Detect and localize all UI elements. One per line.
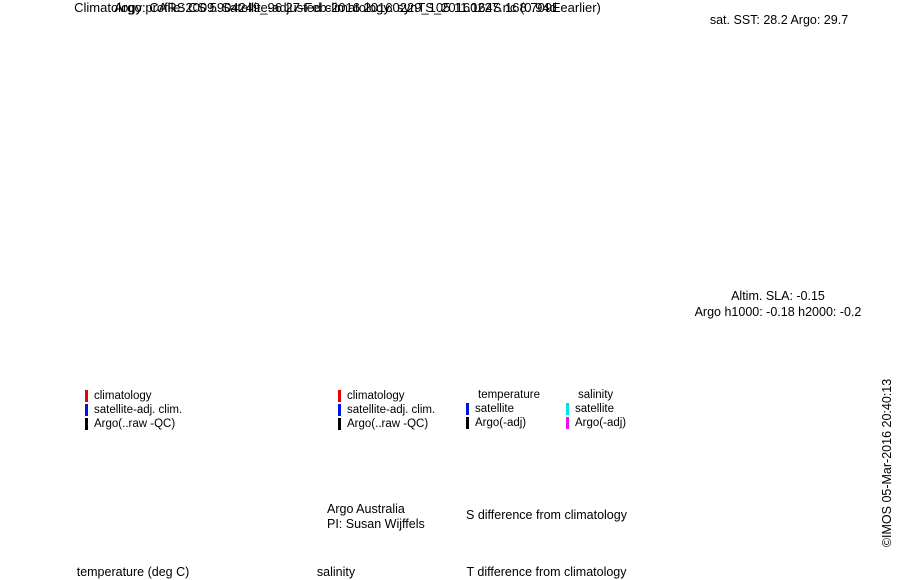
copyright-stamp: ©IMOS 05-Mar-2016 20:40:13 [880, 378, 894, 548]
sla-map-title-line2: Argo h1000: -0.18 h2000: -0.2 [694, 305, 862, 319]
legend-item-t-argo: Argo(-adj) [466, 416, 540, 430]
temperature-legend: climatology satellite-adj. clim. Argo(..… [85, 389, 182, 431]
legend-label: satellite [475, 403, 514, 415]
sst-map [678, 33, 880, 268]
argo-line-swatch [85, 418, 88, 430]
satellite-line-swatch [338, 404, 341, 416]
argo-line-swatch [466, 417, 469, 429]
legend-label: satellite-adj. clim. [347, 404, 436, 416]
legend-label: satellite [575, 403, 614, 415]
legend-label: Argo(..raw -QC) [94, 418, 176, 430]
legend-label: climatology [94, 390, 152, 402]
legend-header-salinity: salinity [578, 389, 614, 401]
s-difference-axis-label: S difference from climatology [466, 508, 627, 522]
legend-item-s-argo: Argo(-adj) [566, 416, 626, 430]
temperature-axis-label: temperature (deg C) [76, 565, 190, 579]
legend-label: Argo(-adj) [575, 417, 627, 429]
t-difference-legend: temperature satellite Argo(-adj) [466, 388, 540, 430]
climatology-line-swatch [338, 390, 341, 402]
sla-map [678, 323, 878, 557]
legend-item-s-satellite: satellite [566, 402, 626, 416]
legend-item-climatology: climatology [338, 389, 435, 403]
climatology-line-swatch [85, 390, 88, 402]
s-difference-legend: salinity satellite Argo(-adj) [566, 388, 626, 430]
legend-item-satellite-clim: satellite-adj. clim. [85, 403, 182, 417]
legend-item-argo: Argo(..raw -QC) [338, 417, 435, 431]
sla-map-title-line1: Altim. SLA: -0.15 [731, 289, 825, 303]
legend-item-climatology: climatology [85, 389, 182, 403]
legend-item-argo: Argo(..raw -QC) [85, 417, 182, 431]
satellite-line-swatch [85, 404, 88, 416]
sst-map-title: sat. SST: 28.2 Argo: 29.7 [709, 13, 849, 27]
s-argo-line-swatch [566, 417, 569, 429]
legend-label: satellite-adj. clim. [94, 404, 183, 416]
attribution-note: Argo Australia PI: Susan Wijffels [327, 502, 425, 532]
legend-item-t-satellite: satellite [466, 402, 540, 416]
page-title: Argo profile: CS 5904249_96 27-Feb-2016 … [114, 0, 561, 15]
satellite-line-swatch [466, 403, 469, 415]
salinity-axis-label: salinity [316, 565, 356, 579]
legend-label: Argo(..raw -QC) [347, 418, 429, 430]
t-difference-axis-label: T difference from climatology [466, 565, 627, 579]
legend-item-satellite-clim: satellite-adj. clim. [338, 403, 435, 417]
page-subtitle: Climatology: CARS2009. Satellite-adjuste… [74, 0, 601, 15]
legend-label: climatology [347, 390, 405, 402]
attribution-line: PI: Susan Wijffels [327, 517, 425, 531]
argo-line-swatch [338, 418, 341, 430]
s-satellite-line-swatch [566, 403, 569, 415]
attribution-line: Argo Australia [327, 502, 405, 516]
legend-label: Argo(-adj) [475, 417, 527, 429]
legend-header-temperature: temperature [478, 389, 541, 401]
salinity-legend: climatology satellite-adj. clim. Argo(..… [338, 389, 435, 431]
